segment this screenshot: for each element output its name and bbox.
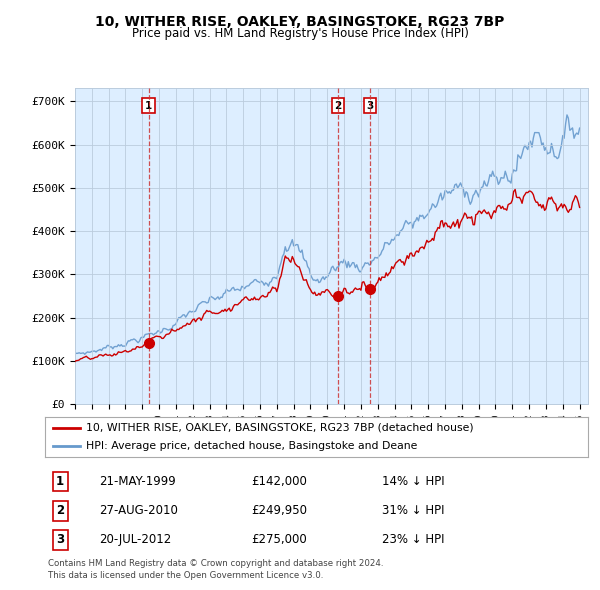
Text: 2: 2 [335, 101, 342, 111]
Text: 31% ↓ HPI: 31% ↓ HPI [382, 504, 444, 517]
Text: 1: 1 [145, 101, 152, 111]
Text: HPI: Average price, detached house, Basingstoke and Deane: HPI: Average price, detached house, Basi… [86, 441, 417, 451]
Text: 27-AUG-2010: 27-AUG-2010 [100, 504, 178, 517]
Text: 3: 3 [56, 533, 64, 546]
Text: 20-JUL-2012: 20-JUL-2012 [100, 533, 172, 546]
Text: £249,950: £249,950 [251, 504, 307, 517]
Text: 23% ↓ HPI: 23% ↓ HPI [382, 533, 444, 546]
Text: 21-MAY-1999: 21-MAY-1999 [100, 475, 176, 488]
Text: £142,000: £142,000 [251, 475, 307, 488]
Text: 1: 1 [56, 475, 64, 488]
Text: 14% ↓ HPI: 14% ↓ HPI [382, 475, 444, 488]
Text: £275,000: £275,000 [251, 533, 307, 546]
Text: 2: 2 [56, 504, 64, 517]
Text: This data is licensed under the Open Government Licence v3.0.: This data is licensed under the Open Gov… [48, 571, 323, 580]
Text: Contains HM Land Registry data © Crown copyright and database right 2024.: Contains HM Land Registry data © Crown c… [48, 559, 383, 568]
Text: Price paid vs. HM Land Registry's House Price Index (HPI): Price paid vs. HM Land Registry's House … [131, 27, 469, 40]
Text: 3: 3 [367, 101, 374, 111]
Text: 10, WITHER RISE, OAKLEY, BASINGSTOKE, RG23 7BP (detached house): 10, WITHER RISE, OAKLEY, BASINGSTOKE, RG… [86, 423, 473, 433]
Text: 10, WITHER RISE, OAKLEY, BASINGSTOKE, RG23 7BP: 10, WITHER RISE, OAKLEY, BASINGSTOKE, RG… [95, 15, 505, 29]
